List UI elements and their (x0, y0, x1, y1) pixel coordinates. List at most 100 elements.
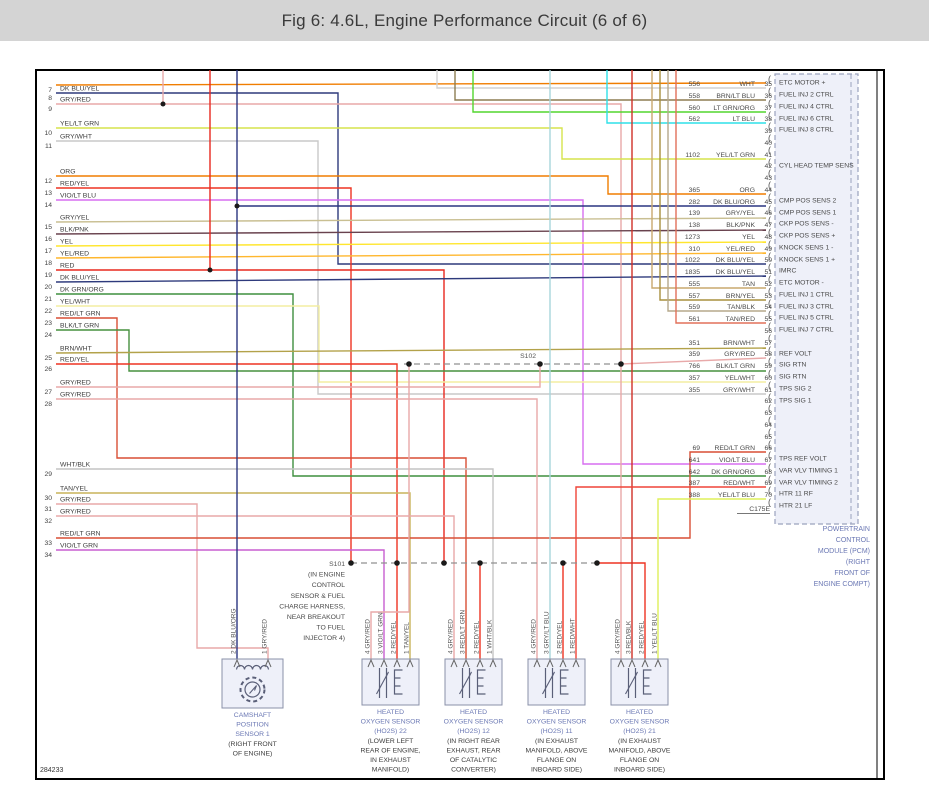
component-caption-line: IN EXHAUST (370, 757, 411, 764)
pcm-pin-number: 36 (764, 93, 772, 100)
pcm-pin-number: 45 (764, 199, 772, 206)
pcm-pin-bracket-icon: ( (768, 286, 771, 296)
wire-gry-red (370, 364, 410, 659)
pcm-pin-circuit: 359 (689, 351, 701, 358)
left-row-number: 11 (45, 143, 52, 150)
splice-note-line: CONTROL (312, 582, 345, 589)
pcm-caption-line: POWERTRAIN (823, 526, 870, 533)
splice-label-s101: S101 (329, 561, 345, 568)
pcm-pin-circuit: 642 (689, 469, 701, 476)
left-row-label: DK BLU/YEL (60, 275, 100, 282)
pcm-caption-line: ENGINE COMPT) (814, 581, 870, 588)
pcm-pin-color: BRN/WHT (723, 340, 755, 347)
wire-brn-yel (659, 70, 766, 301)
junction-dot (160, 101, 166, 107)
component-box-ho2s-11 (527, 658, 586, 706)
pcm-pin-color: VIO/LT BLU (719, 457, 755, 464)
pcm-pin-label: CMP POS SENS 2 (779, 198, 837, 205)
pcm-pin-label: ETC MOTOR + (779, 80, 826, 87)
pcm-pin-bracket-icon: ( (768, 110, 771, 120)
pcm-pin-bracket-icon: ( (768, 497, 771, 507)
left-row-number: 7 (48, 87, 52, 94)
pcm-pin-label: CYL HEAD TEMP SENS (779, 163, 854, 170)
component-caption-line: INBOARD SIDE) (614, 767, 665, 774)
left-row-label: GRY/RED (60, 497, 91, 504)
pcm-pin-circuit: 139 (689, 210, 701, 217)
wire-yel-lt-blu (657, 498, 766, 659)
pcm-pin-color: YEL/LT GRN (716, 152, 755, 159)
pcm-pin-number: 59 (764, 363, 772, 370)
left-row-number: 13 (44, 190, 52, 197)
pcm-pin-number: 49 (764, 246, 772, 253)
left-row-label: YEL/LT GRN (60, 121, 99, 128)
component-caption-line: OXYGEN SENSOR (444, 719, 504, 726)
pcm-pin-circuit: 365 (689, 187, 701, 194)
pcm-pin-bracket-icon: ( (768, 133, 771, 143)
left-row-label: WHT/BLK (60, 462, 91, 469)
pcm-pin-number: 54 (764, 304, 772, 311)
wire-org (55, 82, 767, 86)
component-caption-line: FLANGE ON (537, 757, 576, 764)
left-row-number: 12 (44, 178, 52, 185)
pcm-pin-circuit: 357 (689, 375, 701, 382)
pcm-pin-bracket-icon: ( (768, 204, 771, 214)
component-pin-label: 1 GRY/RED (262, 619, 269, 654)
pcm-pin-bracket-icon: ( (768, 450, 771, 460)
pcm-pin-color: DK BLU/YEL (716, 257, 756, 264)
cam-arrow-icon (249, 685, 258, 694)
pcm-pin-color: WHT (740, 81, 755, 88)
o2-heater-icon (393, 669, 403, 695)
component-caption-line: SENSOR 1 (235, 731, 270, 738)
pcm-pin-label: VAR VLV TIMING 2 (779, 480, 838, 487)
pcm-pin-number: 58 (764, 351, 772, 358)
left-row-number: 17 (44, 248, 52, 255)
pcm-caption-line: (RIGHT (846, 559, 871, 566)
wire-vio-lt-blu (56, 199, 766, 465)
junction-dot (207, 267, 213, 273)
pcm-pin-label: FUEL INJ 7 CTRL (779, 327, 834, 334)
component-pin-arrow (572, 658, 580, 668)
component-box-ho2s-22 (361, 658, 420, 706)
pcm-pin-label: CKP POS SENS - (779, 221, 834, 228)
wire-dk-grn-org (56, 293, 766, 477)
left-row-number: 21 (44, 296, 52, 303)
component-caption-line: OXYGEN SENSOR (610, 719, 670, 726)
pcm-pin-number: 56 (764, 328, 772, 335)
pcm-pin-circuit: 560 (689, 105, 701, 112)
pcm-caption-line: CONTROL (836, 537, 870, 544)
left-row-number: 9 (48, 106, 52, 113)
pcm-pin-circuit: 562 (689, 116, 701, 123)
component-pin-label: 4 GRY/RED (615, 619, 622, 654)
pcm-pin-label: TPS REF VOLT (779, 456, 827, 463)
wire-vio-lt-grn (56, 549, 385, 659)
left-row-label: RED/YEL (60, 357, 89, 364)
left-row-number: 25 (44, 355, 52, 362)
splice-note-line: (IN ENGINE (308, 572, 345, 579)
pcm-pin-number: 69 (764, 480, 772, 487)
splice-dot (406, 361, 412, 367)
left-row-number: 26 (44, 366, 52, 373)
pcm-pin-bracket-icon: ( (768, 74, 771, 84)
pcm-pin-bracket-icon: ( (768, 380, 771, 390)
pcm-pin-label: FUEL INJ 1 CTRL (779, 292, 834, 299)
pcm-pin-bracket-icon: ( (768, 168, 771, 178)
diagram-border (35, 69, 885, 780)
left-row-label: GRY/RED (60, 97, 91, 104)
wire-brn-lt-blu (454, 70, 766, 101)
component-pin-arrow (233, 658, 241, 668)
pcm-pin-color: TAN/BLK (727, 304, 755, 311)
pcm-pin-number: 70 (764, 492, 772, 499)
pcm-pin-number: 63 (764, 410, 772, 417)
wire-blk-pnk (55, 229, 767, 235)
pcm-pin-label: HTR 21 LF (779, 503, 812, 510)
pcm-pin-number: 47 (764, 222, 772, 229)
o2-heater-icon (642, 669, 652, 695)
left-row-number: 10 (44, 130, 52, 137)
o2-heater-icon (476, 669, 486, 695)
pcm-pin-bracket-icon: ( (768, 298, 771, 308)
component-caption-line: (HO2S) 11 (541, 728, 573, 735)
pcm-pin-color: GRY/RED (724, 351, 755, 358)
wire-red-lt-grn (56, 317, 467, 659)
component-pin-arrow (641, 658, 649, 668)
pcm-pin-number: 52 (764, 281, 772, 288)
